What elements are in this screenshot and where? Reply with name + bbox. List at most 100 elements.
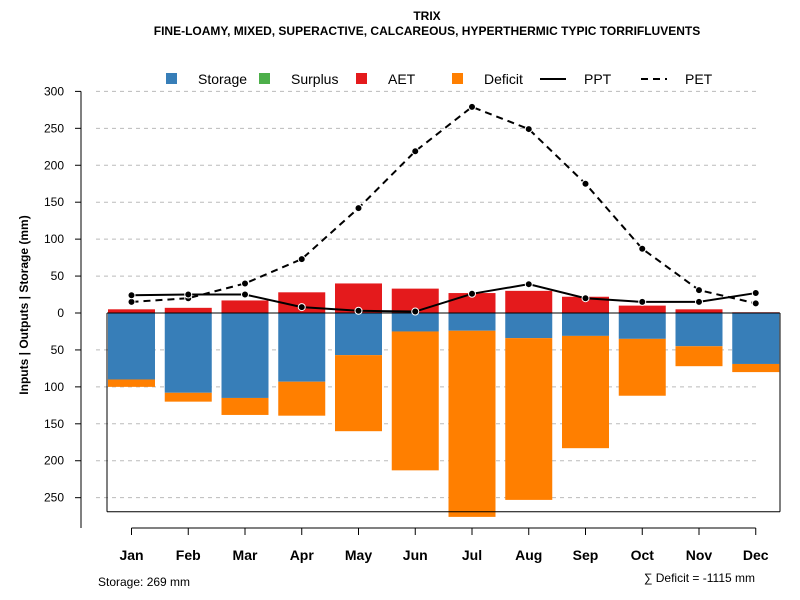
storage-bar-jul bbox=[448, 313, 496, 331]
y-tick-label: 0 bbox=[57, 306, 64, 320]
y-tick-label: 150 bbox=[44, 417, 64, 431]
storage-bar-oct bbox=[618, 313, 666, 339]
aet-bar-aug bbox=[505, 290, 553, 313]
storage-bar-sep bbox=[562, 313, 609, 336]
storage-bar-dec bbox=[732, 313, 780, 364]
pet-point-jul bbox=[468, 102, 476, 111]
pet-point-mar bbox=[241, 279, 249, 288]
y-tick-label: 150 bbox=[44, 195, 64, 209]
legend: Storage Surplus AET Deficit PPT PET bbox=[166, 71, 713, 87]
ppt-point-aug bbox=[524, 280, 533, 289]
storage-bar-aug bbox=[505, 313, 553, 339]
pet-point-jan bbox=[127, 297, 136, 306]
x-axis: Jan Feb Mar Apr May Jun Jul Aug Sep Oct Nov Dec bbox=[119, 527, 769, 563]
pet-point-oct bbox=[638, 244, 647, 253]
storage-bar-feb bbox=[164, 313, 212, 393]
storage-bar-jan bbox=[108, 313, 155, 380]
aet-bar-oct bbox=[618, 305, 666, 313]
y-tick-label: 100 bbox=[44, 232, 64, 246]
storage-bar-jun bbox=[391, 313, 439, 332]
legend-swatch-surplus bbox=[259, 73, 270, 84]
x-tick-label-feb: Feb bbox=[176, 547, 201, 563]
pet-line bbox=[131, 105, 756, 305]
deficit-bar-aug bbox=[505, 338, 553, 500]
deficit-bar-feb bbox=[164, 392, 212, 402]
legend-label-ppt: PPT bbox=[584, 71, 612, 87]
lines bbox=[127, 102, 760, 316]
pet-point-aug bbox=[524, 125, 533, 134]
aet-bar-jan bbox=[108, 309, 155, 313]
y-axis-label: Inputs | Outputs | Storage (mm) bbox=[17, 215, 31, 394]
pet-point-may bbox=[354, 204, 363, 213]
storage-bar-apr bbox=[278, 313, 326, 382]
deficit-bar-apr bbox=[278, 381, 326, 416]
storage-note: Storage: 269 mm bbox=[98, 575, 190, 589]
ppt-point-mar bbox=[241, 290, 249, 299]
deficit-bar-jul bbox=[448, 330, 496, 517]
ppt-point-oct bbox=[638, 297, 647, 306]
x-tick-label-oct: Oct bbox=[631, 547, 655, 563]
ppt-point-dec bbox=[751, 289, 760, 298]
storage-bar-nov bbox=[675, 313, 723, 347]
ppt-point-jul bbox=[468, 289, 476, 298]
ppt-point-nov bbox=[695, 297, 703, 306]
y-tick-label: 200 bbox=[44, 158, 64, 172]
x-tick-label-jul: Jul bbox=[462, 547, 482, 563]
ppt-point-apr bbox=[297, 303, 306, 312]
deficit-bar-jun bbox=[391, 331, 439, 471]
storage-bar-may bbox=[335, 313, 382, 356]
x-tick-label-nov: Nov bbox=[686, 547, 713, 563]
pet-point-dec bbox=[751, 299, 760, 308]
pet-point-sep bbox=[581, 179, 590, 188]
ppt-line bbox=[131, 283, 756, 313]
deficit-bar-jan bbox=[108, 379, 155, 387]
legend-label-aet: AET bbox=[388, 71, 416, 87]
chart-title: TRIX bbox=[413, 9, 440, 23]
y-tick-label: 50 bbox=[51, 269, 65, 283]
legend-label-storage: Storage bbox=[198, 71, 247, 87]
deficit-bar-nov bbox=[675, 346, 723, 367]
x-tick-label-mar: Mar bbox=[233, 547, 258, 563]
chart-subtitle: FINE-LOAMY, MIXED, SUPERACTIVE, CALCAREO… bbox=[154, 24, 700, 38]
legend-label-deficit: Deficit bbox=[484, 71, 523, 87]
ppt-point-feb bbox=[184, 290, 193, 299]
deficit-bar-dec bbox=[732, 363, 780, 373]
x-tick-label-dec: Dec bbox=[743, 547, 769, 563]
deficit-note: ∑ Deficit = -1115 mm bbox=[644, 571, 755, 585]
y-tick-label: 250 bbox=[44, 121, 64, 135]
y-axis: 300 250 200 150 100 50 0 50 100 150 200 250 bbox=[44, 84, 82, 528]
x-tick-label-jan: Jan bbox=[119, 547, 143, 563]
aet-bar-nov bbox=[675, 309, 723, 313]
storage-bar-mar bbox=[221, 313, 269, 398]
y-tick-label: 300 bbox=[44, 84, 64, 98]
deficit-bar-mar bbox=[221, 397, 269, 415]
aet-bar-sep bbox=[562, 296, 609, 313]
ppt-point-sep bbox=[581, 294, 590, 303]
deficit-bar-sep bbox=[562, 335, 609, 449]
x-tick-label-apr: Apr bbox=[290, 547, 315, 563]
x-tick-label-aug: Aug bbox=[515, 547, 542, 563]
y-tick-label: 200 bbox=[44, 454, 64, 468]
x-tick-label-may: May bbox=[345, 547, 372, 563]
bars bbox=[108, 283, 780, 517]
ppt-point-may bbox=[354, 306, 363, 315]
y-tick-label: 100 bbox=[44, 380, 64, 394]
y-tick-label: 50 bbox=[51, 343, 65, 357]
ppt-point-jan bbox=[127, 291, 136, 300]
plot-frame bbox=[106, 312, 781, 513]
legend-label-surplus: Surplus bbox=[291, 71, 338, 87]
aet-bar-feb bbox=[164, 307, 212, 313]
ppt-point-jun bbox=[411, 307, 420, 316]
x-tick-label-jun: Jun bbox=[403, 547, 428, 563]
pet-point-nov bbox=[695, 286, 703, 295]
legend-swatch-aet bbox=[356, 73, 367, 84]
pet-point-jun bbox=[411, 147, 420, 156]
legend-swatch-storage bbox=[166, 73, 177, 84]
deficit-bar-may bbox=[335, 355, 382, 432]
x-tick-label-sep: Sep bbox=[573, 547, 599, 563]
pet-point-apr bbox=[297, 255, 306, 264]
deficit-bar-oct bbox=[618, 338, 666, 396]
legend-swatch-deficit bbox=[452, 73, 463, 84]
y-tick-label: 250 bbox=[44, 491, 64, 505]
